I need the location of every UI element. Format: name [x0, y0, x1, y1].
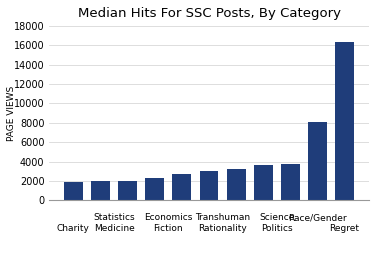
Text: Rationality: Rationality [198, 224, 247, 233]
Text: Politics: Politics [261, 224, 293, 233]
Bar [64, 182, 83, 200]
Text: Transhuman: Transhuman [195, 213, 250, 222]
Y-axis label: PAGE VIEWS: PAGE VIEWS [6, 86, 16, 141]
Text: Science: Science [259, 213, 294, 222]
Bar [281, 164, 300, 200]
Text: Medicine: Medicine [94, 224, 135, 233]
Bar [308, 122, 327, 200]
Title: Median Hits For SSC Posts, By Category: Median Hits For SSC Posts, By Category [78, 7, 340, 20]
Bar [173, 174, 192, 200]
Text: Statistics: Statistics [93, 213, 135, 222]
Text: Fiction: Fiction [154, 224, 183, 233]
Text: Charity: Charity [57, 224, 90, 233]
Text: Regret: Regret [329, 224, 359, 233]
Bar [200, 171, 218, 200]
Bar [254, 164, 273, 200]
Text: Economics: Economics [144, 213, 193, 222]
Bar [118, 181, 137, 200]
Bar [145, 178, 164, 200]
Bar [226, 169, 245, 200]
Bar [91, 181, 110, 200]
Text: Race/Gender: Race/Gender [288, 213, 347, 222]
Bar [335, 42, 354, 200]
